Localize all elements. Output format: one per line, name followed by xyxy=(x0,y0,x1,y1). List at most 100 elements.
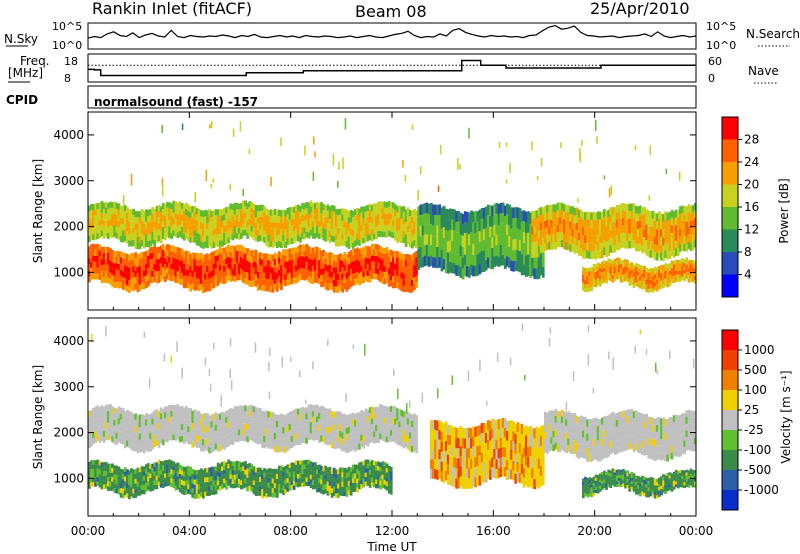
power-cell xyxy=(571,236,575,244)
velocity-cell xyxy=(275,469,279,474)
velocity-cell xyxy=(330,435,334,442)
power-cell xyxy=(586,234,589,243)
velocity-cell xyxy=(109,410,112,416)
power-cell xyxy=(681,228,684,236)
power-cell xyxy=(337,273,340,280)
velocity-cell xyxy=(271,478,275,484)
velocity-cell xyxy=(153,416,157,423)
power-cell xyxy=(370,267,374,274)
velocity-cell xyxy=(368,407,372,414)
velocity-cell xyxy=(132,488,136,494)
power-cell xyxy=(573,230,577,239)
velocity-cell xyxy=(256,486,260,492)
power-cell xyxy=(197,272,201,279)
velocity-cell xyxy=(155,462,159,467)
power-cell xyxy=(227,224,231,231)
power-cell xyxy=(229,209,233,216)
velocity-cell xyxy=(206,444,209,451)
power-cell xyxy=(130,234,133,241)
power-cell xyxy=(297,270,300,276)
velocity-cell xyxy=(132,413,136,420)
velocity-cell xyxy=(155,475,159,481)
power-cell xyxy=(620,210,623,219)
power-cell xyxy=(265,278,269,285)
power-cell xyxy=(102,252,106,259)
power-cell xyxy=(303,209,307,216)
power-cell xyxy=(647,210,651,219)
power-cell xyxy=(592,235,596,244)
power-cell xyxy=(392,208,395,215)
power-cell xyxy=(170,203,174,210)
power-cell xyxy=(525,266,528,277)
power-cell xyxy=(354,279,357,286)
velocity-cell xyxy=(375,425,378,431)
power-cell xyxy=(541,230,545,238)
velocity-cell xyxy=(328,471,332,477)
velocity-cell xyxy=(263,442,266,449)
velocity-cell xyxy=(254,413,258,420)
power-scatter-point xyxy=(312,171,315,181)
velocity-cell xyxy=(318,483,321,488)
power-cell xyxy=(237,227,241,234)
power-cell xyxy=(299,262,302,269)
velocity-cell xyxy=(142,434,146,441)
velocity-cell xyxy=(259,481,262,487)
velocity-cell xyxy=(364,472,368,478)
power-cell xyxy=(98,220,102,227)
power-cell xyxy=(305,273,309,280)
power-cell xyxy=(322,210,326,217)
power-cell xyxy=(286,220,290,227)
velocity-cell xyxy=(174,417,178,423)
power-cell xyxy=(191,218,195,225)
power-cell xyxy=(455,232,459,244)
power-cell xyxy=(501,244,505,255)
velocity-cell xyxy=(229,414,233,421)
power-cell xyxy=(514,207,518,218)
velocity-cell xyxy=(307,468,311,473)
velocity-cell xyxy=(134,426,138,433)
power-cell xyxy=(615,227,619,235)
velocity-cell xyxy=(151,412,155,419)
power-cell xyxy=(240,233,243,239)
power-cell xyxy=(153,246,157,253)
power-cell xyxy=(96,227,100,234)
power-cell xyxy=(387,262,391,269)
velocity-cell xyxy=(170,478,174,483)
velocity-cell xyxy=(335,417,338,425)
power-cell xyxy=(354,266,357,273)
power-cell xyxy=(455,243,459,255)
power-cell xyxy=(157,235,161,242)
power-cell xyxy=(191,271,195,278)
power-cell xyxy=(206,229,209,236)
velocity-cell xyxy=(282,481,285,486)
velocity-cell xyxy=(440,431,444,442)
velocity-cell xyxy=(385,418,389,425)
power-cell xyxy=(440,228,444,240)
station-title: Rankin Inlet (fitACF) xyxy=(92,0,252,18)
velocity-cell xyxy=(356,431,359,438)
power-cell xyxy=(259,271,262,278)
velocity-cell xyxy=(242,405,245,412)
velocity-cell xyxy=(326,491,330,496)
power-cell xyxy=(263,230,266,237)
power-cell xyxy=(117,270,121,277)
velocity-cell xyxy=(373,407,376,414)
velocity-cell xyxy=(396,414,399,421)
power-cell xyxy=(465,222,469,234)
power-cell xyxy=(151,231,155,238)
power-cell xyxy=(609,277,613,281)
power-cell xyxy=(176,271,180,278)
power-cell xyxy=(168,256,171,263)
power-cell xyxy=(687,234,691,242)
velocity-cell xyxy=(278,488,281,494)
power-cell xyxy=(332,273,336,280)
power-cell xyxy=(634,205,638,214)
power-cell xyxy=(330,283,334,290)
power-cell xyxy=(189,285,193,292)
power-cell xyxy=(573,238,577,246)
power-cell xyxy=(493,256,497,267)
power-cell xyxy=(423,224,427,235)
power-cell xyxy=(305,249,309,256)
velocity-cell xyxy=(119,469,123,474)
power-cell xyxy=(235,274,239,281)
